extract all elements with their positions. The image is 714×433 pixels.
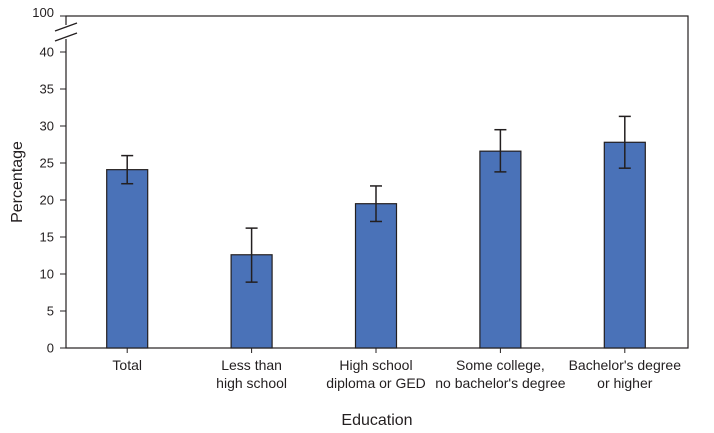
- x-axis: Total Less than high school High school dipl…: [112, 348, 681, 391]
- y-axis-title: Percentage: [9, 141, 26, 223]
- x-tick-label-line: Bachelor's degree: [569, 357, 682, 373]
- bar: [603, 141, 646, 349]
- x-tick-label: Bachelor's degree or higher: [569, 357, 682, 391]
- y-tick-label: 5: [47, 304, 54, 319]
- x-tick-label: Less than high school: [216, 357, 287, 391]
- x-tick-label-line: Less than: [221, 357, 282, 373]
- x-tick-label-line: Some college,: [456, 357, 545, 373]
- x-tick-label-line: no bachelor's degree: [435, 375, 566, 391]
- x-tick-label-line: or higher: [597, 375, 653, 391]
- y-tick-label: 20: [40, 193, 54, 208]
- x-tick-label: Some college, no bachelor's degree: [435, 357, 566, 391]
- y-tick-label: 0: [47, 341, 54, 356]
- x-tick-label: High school diploma or GED: [326, 357, 426, 391]
- axis-break-mark: [54, 32, 78, 42]
- x-tick-label: Total: [112, 357, 142, 373]
- y-tick-label: 30: [40, 119, 54, 134]
- y-tick-label: 100: [32, 5, 54, 20]
- x-tick-label-line: High school: [339, 357, 412, 373]
- x-axis-title: Education: [341, 412, 412, 429]
- y-axis: 0 5 10 15 20 25 30 35 40 100: [32, 5, 78, 356]
- bar: [479, 150, 522, 349]
- x-tick-label-line: Total: [112, 357, 142, 373]
- y-tick-label: 40: [40, 45, 54, 60]
- x-tick-label-line: diploma or GED: [326, 375, 426, 391]
- y-tick-label: 10: [40, 267, 54, 282]
- y-tick-label: 25: [40, 156, 54, 171]
- y-tick-label: 35: [40, 82, 54, 97]
- y-tick-label: 15: [40, 230, 54, 245]
- axis-break-gap: [63, 25, 69, 39]
- bars: [106, 115, 646, 349]
- bar: [106, 169, 149, 349]
- bar: [354, 203, 398, 349]
- x-tick-label-line: high school: [216, 375, 287, 391]
- axis-break-mark: [54, 22, 78, 32]
